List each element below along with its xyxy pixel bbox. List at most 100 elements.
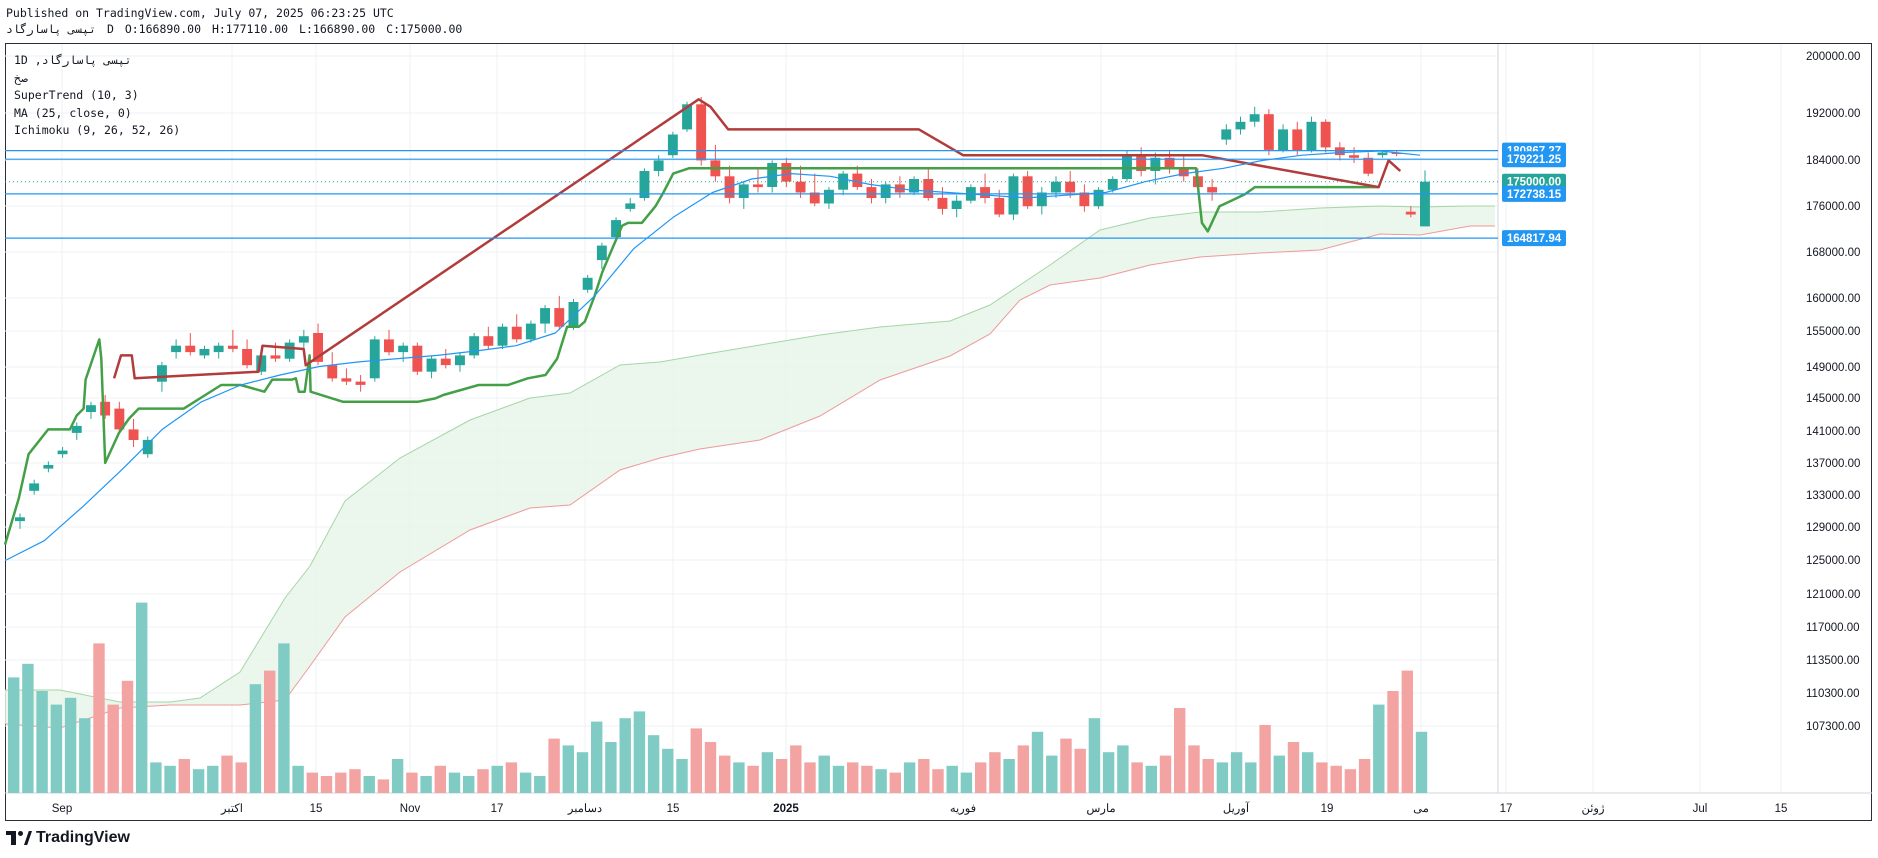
candle — [767, 163, 778, 187]
candle — [298, 336, 309, 343]
volume-bar — [1302, 752, 1314, 793]
volume-bar — [619, 718, 631, 793]
volume-bar — [36, 691, 48, 793]
candle — [1235, 121, 1246, 130]
y-tick-label: 125000.00 — [1806, 555, 1860, 567]
candle — [128, 429, 139, 440]
y-tick-label: 192000.00 — [1806, 108, 1860, 120]
interval-label: D — [106, 22, 114, 36]
volume-bar — [676, 759, 688, 793]
volume-bar — [64, 697, 77, 793]
candle — [426, 358, 437, 372]
x-tick-label: اکتبر — [220, 802, 243, 815]
candle — [86, 405, 96, 412]
candle — [1178, 168, 1189, 177]
volume-bar — [1088, 718, 1101, 793]
volume-bar — [861, 765, 873, 793]
volume-bar — [918, 759, 930, 793]
candle — [596, 245, 607, 261]
candle — [227, 345, 238, 349]
volume-bar — [1330, 765, 1342, 793]
candle — [1334, 147, 1345, 156]
ichimoku-span-a — [5, 205, 1495, 703]
candle — [100, 401, 111, 416]
volume-bar — [1145, 765, 1157, 793]
candle — [738, 184, 749, 198]
volume-bar — [1031, 731, 1044, 793]
candle — [327, 365, 338, 379]
volume-bar — [1131, 762, 1143, 793]
volume-bar — [519, 772, 532, 793]
volume-bar — [733, 762, 745, 793]
candle — [994, 197, 1005, 215]
candle — [199, 349, 210, 356]
volume-bar — [1174, 708, 1186, 793]
y-tick-label: 155000.00 — [1806, 326, 1860, 338]
price-label: 164817.94 — [1507, 233, 1562, 245]
candle — [369, 339, 380, 379]
volume-bar — [690, 728, 702, 793]
candle — [838, 173, 849, 190]
candle — [15, 517, 25, 522]
volume-bar — [704, 742, 717, 793]
x-tick-label: Jul — [1693, 803, 1708, 815]
volume-bar — [136, 602, 148, 793]
candle — [440, 358, 451, 366]
volume-bar — [1046, 755, 1058, 793]
volume-bar — [1017, 745, 1029, 793]
candle — [682, 104, 692, 130]
volume-bar — [946, 765, 958, 793]
candle — [795, 181, 806, 193]
candle — [1107, 179, 1118, 190]
volume-bar — [150, 762, 162, 793]
volume-bar — [790, 745, 802, 793]
candle — [951, 200, 962, 209]
y-tick-label: 145000.00 — [1806, 393, 1860, 405]
volume-bar — [903, 762, 916, 793]
volume-bar — [22, 663, 34, 793]
volume-bar — [491, 765, 503, 793]
chart-frame[interactable] — [5, 43, 1872, 821]
y-tick-label: 160000.00 — [1806, 293, 1860, 305]
volume-bar — [79, 718, 91, 793]
y-tick-label: 200000.00 — [1806, 51, 1860, 63]
candle — [398, 345, 409, 353]
price-label: 172738.15 — [1507, 189, 1562, 201]
legend-supertrend[interactable]: SuperTrend (10, 3) — [14, 88, 139, 102]
candle — [540, 308, 550, 324]
y-tick-label: 121000.00 — [1806, 589, 1860, 601]
x-tick-label: مارس — [1086, 802, 1115, 815]
volume-bar — [818, 755, 830, 793]
volume-bar — [93, 643, 105, 793]
y-tick-label: 133000.00 — [1806, 490, 1860, 502]
candle — [525, 323, 536, 340]
candle — [781, 163, 792, 182]
volume-bar — [1060, 738, 1072, 793]
legend-ma[interactable]: MA (25, close, 0) — [14, 105, 132, 120]
tradingview-icon — [6, 831, 32, 845]
volume-bar — [804, 762, 816, 793]
tradingview-logo[interactable]: TradingView — [6, 829, 130, 847]
volume-bar — [1401, 670, 1413, 793]
volume-bar — [989, 752, 1001, 793]
volume-bar — [1117, 745, 1129, 793]
candle — [1391, 152, 1402, 155]
volume-bar — [207, 765, 219, 793]
brand-name: TradingView — [36, 829, 130, 846]
volume-bar — [264, 670, 276, 793]
legend-ichimoku[interactable]: Ichimoku (9, 26, 52, 26) — [14, 123, 181, 137]
y-tick-label: 129000.00 — [1806, 522, 1860, 534]
candle — [1079, 192, 1090, 207]
x-tick-label: 17 — [1500, 803, 1513, 815]
candle — [57, 450, 68, 455]
price-label-box — [1502, 230, 1566, 247]
volume-bar — [448, 772, 461, 793]
candle — [554, 308, 565, 327]
volume-bar — [1188, 745, 1200, 793]
close-value: C:175000.00 — [386, 22, 463, 36]
candle — [980, 187, 990, 198]
candle — [213, 345, 224, 353]
price-label-box — [1502, 173, 1566, 190]
volume-bar — [477, 769, 489, 793]
